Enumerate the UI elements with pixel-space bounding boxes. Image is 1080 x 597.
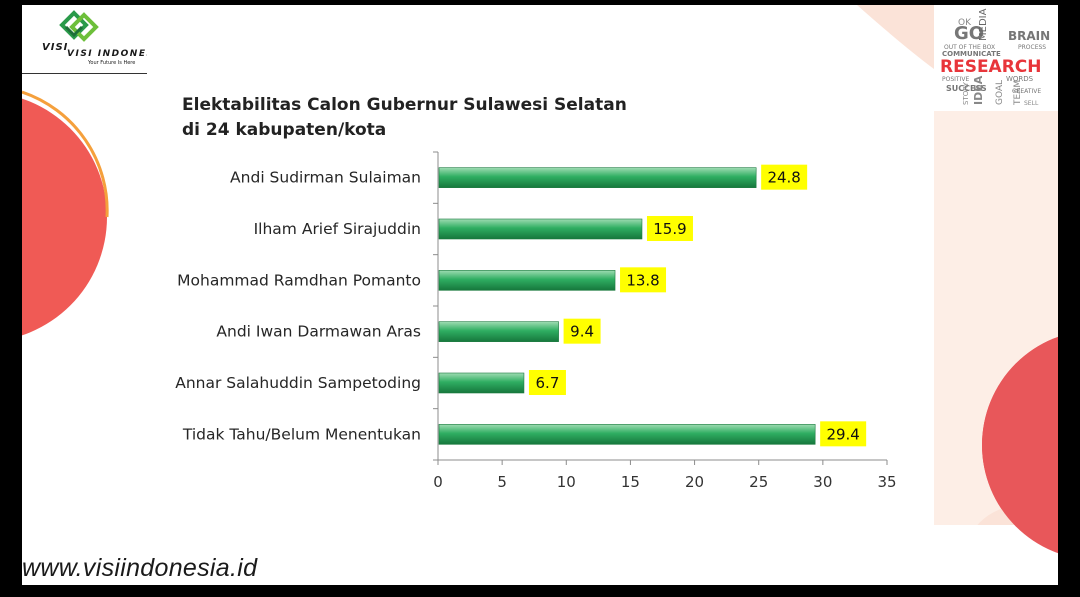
chart-title-line1: Elektabilitas Calon Gubernur Sulawesi Se… <box>182 95 627 115</box>
website-url[interactable]: www.visiindonesia.id <box>22 554 258 582</box>
decorative-shapes <box>22 5 1058 585</box>
orange-arc-left <box>22 90 109 218</box>
bar <box>438 321 559 342</box>
rc-word-process: PROCESS <box>1018 44 1046 51</box>
svg-text:OUT OF THE BOX: OUT OF THE BOX <box>944 44 995 51</box>
data-label: 24.8 <box>767 169 800 187</box>
rc-word-sell: SELL <box>1024 100 1039 107</box>
white-bottom-band <box>22 525 1058 585</box>
x-tick-label: 25 <box>749 473 768 491</box>
logo-mark-icon <box>59 10 99 42</box>
category-label: Mohammad Ramdhan Pomanto <box>177 271 421 289</box>
data-label-background <box>563 318 601 344</box>
rc-word-media: MEDIA <box>978 8 989 41</box>
rc-word-story: STORY <box>962 81 970 105</box>
bar <box>438 372 525 394</box>
x-tick-label: 30 <box>813 473 832 491</box>
red-circle-left <box>22 98 107 336</box>
chart-title-line2: di 24 kabupaten/kota <box>182 120 386 140</box>
rc-word-idea: IDEA <box>972 75 985 105</box>
peach-arc-top-right <box>857 5 934 69</box>
category-label: Andi Sudirman Sulaiman <box>230 169 421 187</box>
bar <box>438 270 616 291</box>
logo-graphic: VISI VISI INDONESIA Your Future Is Here <box>42 10 166 66</box>
x-tick-label: 15 <box>621 473 640 491</box>
brand-logo: VISI VISI INDONESIA Your Future Is Here <box>22 5 166 75</box>
svg-text:VISI: VISI <box>42 42 68 53</box>
logo-name: VISI INDONESIA <box>67 49 147 59</box>
logo-tagline: Your Future Is Here <box>87 60 135 66</box>
data-label: 15.9 <box>653 220 686 238</box>
rc-word-goal: GOAL <box>995 80 1005 105</box>
x-tick-label: 35 <box>877 473 896 491</box>
rc-word-success: SUCCESS <box>946 84 987 93</box>
x-tick-label: 5 <box>497 473 507 491</box>
rc-word-words: WORDS <box>1006 75 1034 83</box>
category-label: Annar Salahuddin Sampetoding <box>175 374 421 392</box>
data-label-background <box>820 421 867 447</box>
rc-word-team: TEAM <box>1013 80 1023 106</box>
category-label: Ilham Arief Sirajuddin <box>254 220 421 238</box>
research-word-cloud-image: OK GO MEDIA BRAIN OUT OF THE BOX PROCESS… <box>934 5 1058 111</box>
rc-headline: RESEARCH <box>940 57 1042 77</box>
slide: VISI VISI INDONESIA Your Future Is Here … <box>22 5 1058 585</box>
x-tick-label: 0 <box>433 473 443 491</box>
category-label: Tidak Tahu/Belum Menentukan <box>182 425 421 443</box>
data-label-background <box>646 216 693 241</box>
data-label: 13.8 <box>626 271 659 289</box>
svg-text:OK: OK <box>958 18 972 28</box>
data-label-background <box>620 267 667 293</box>
data-label: 9.4 <box>570 323 594 341</box>
bar <box>438 424 816 445</box>
data-label-background <box>528 370 566 395</box>
rc-word-positive: POSITIVE <box>942 76 969 83</box>
x-tick-label: 10 <box>557 473 576 491</box>
x-tick-label: 20 <box>685 473 704 491</box>
bar-chart: Elektabilitas Calon Gubernur Sulawesi Se… <box>175 95 897 491</box>
data-label: 29.4 <box>826 425 859 443</box>
bar <box>438 218 643 240</box>
rc-word-creative: CREATIVE <box>1012 88 1041 95</box>
data-label-background <box>761 164 808 190</box>
rc-word-communicate: COMMUNICATE <box>942 50 1001 58</box>
red-circle-right-lower <box>982 336 1058 554</box>
rc-word-brain: BRAIN <box>1008 29 1050 43</box>
bar <box>438 167 757 188</box>
data-label: 6.7 <box>536 374 560 392</box>
rc-word-go: GO <box>954 23 984 44</box>
logo-underline <box>22 73 147 74</box>
plot-area: 0 5 10 15 20 25 30 35 Andi Sudirman Sulaiman 24.8… <box>175 151 897 491</box>
category-label: Andi Iwan Darmawan Aras <box>216 323 421 341</box>
